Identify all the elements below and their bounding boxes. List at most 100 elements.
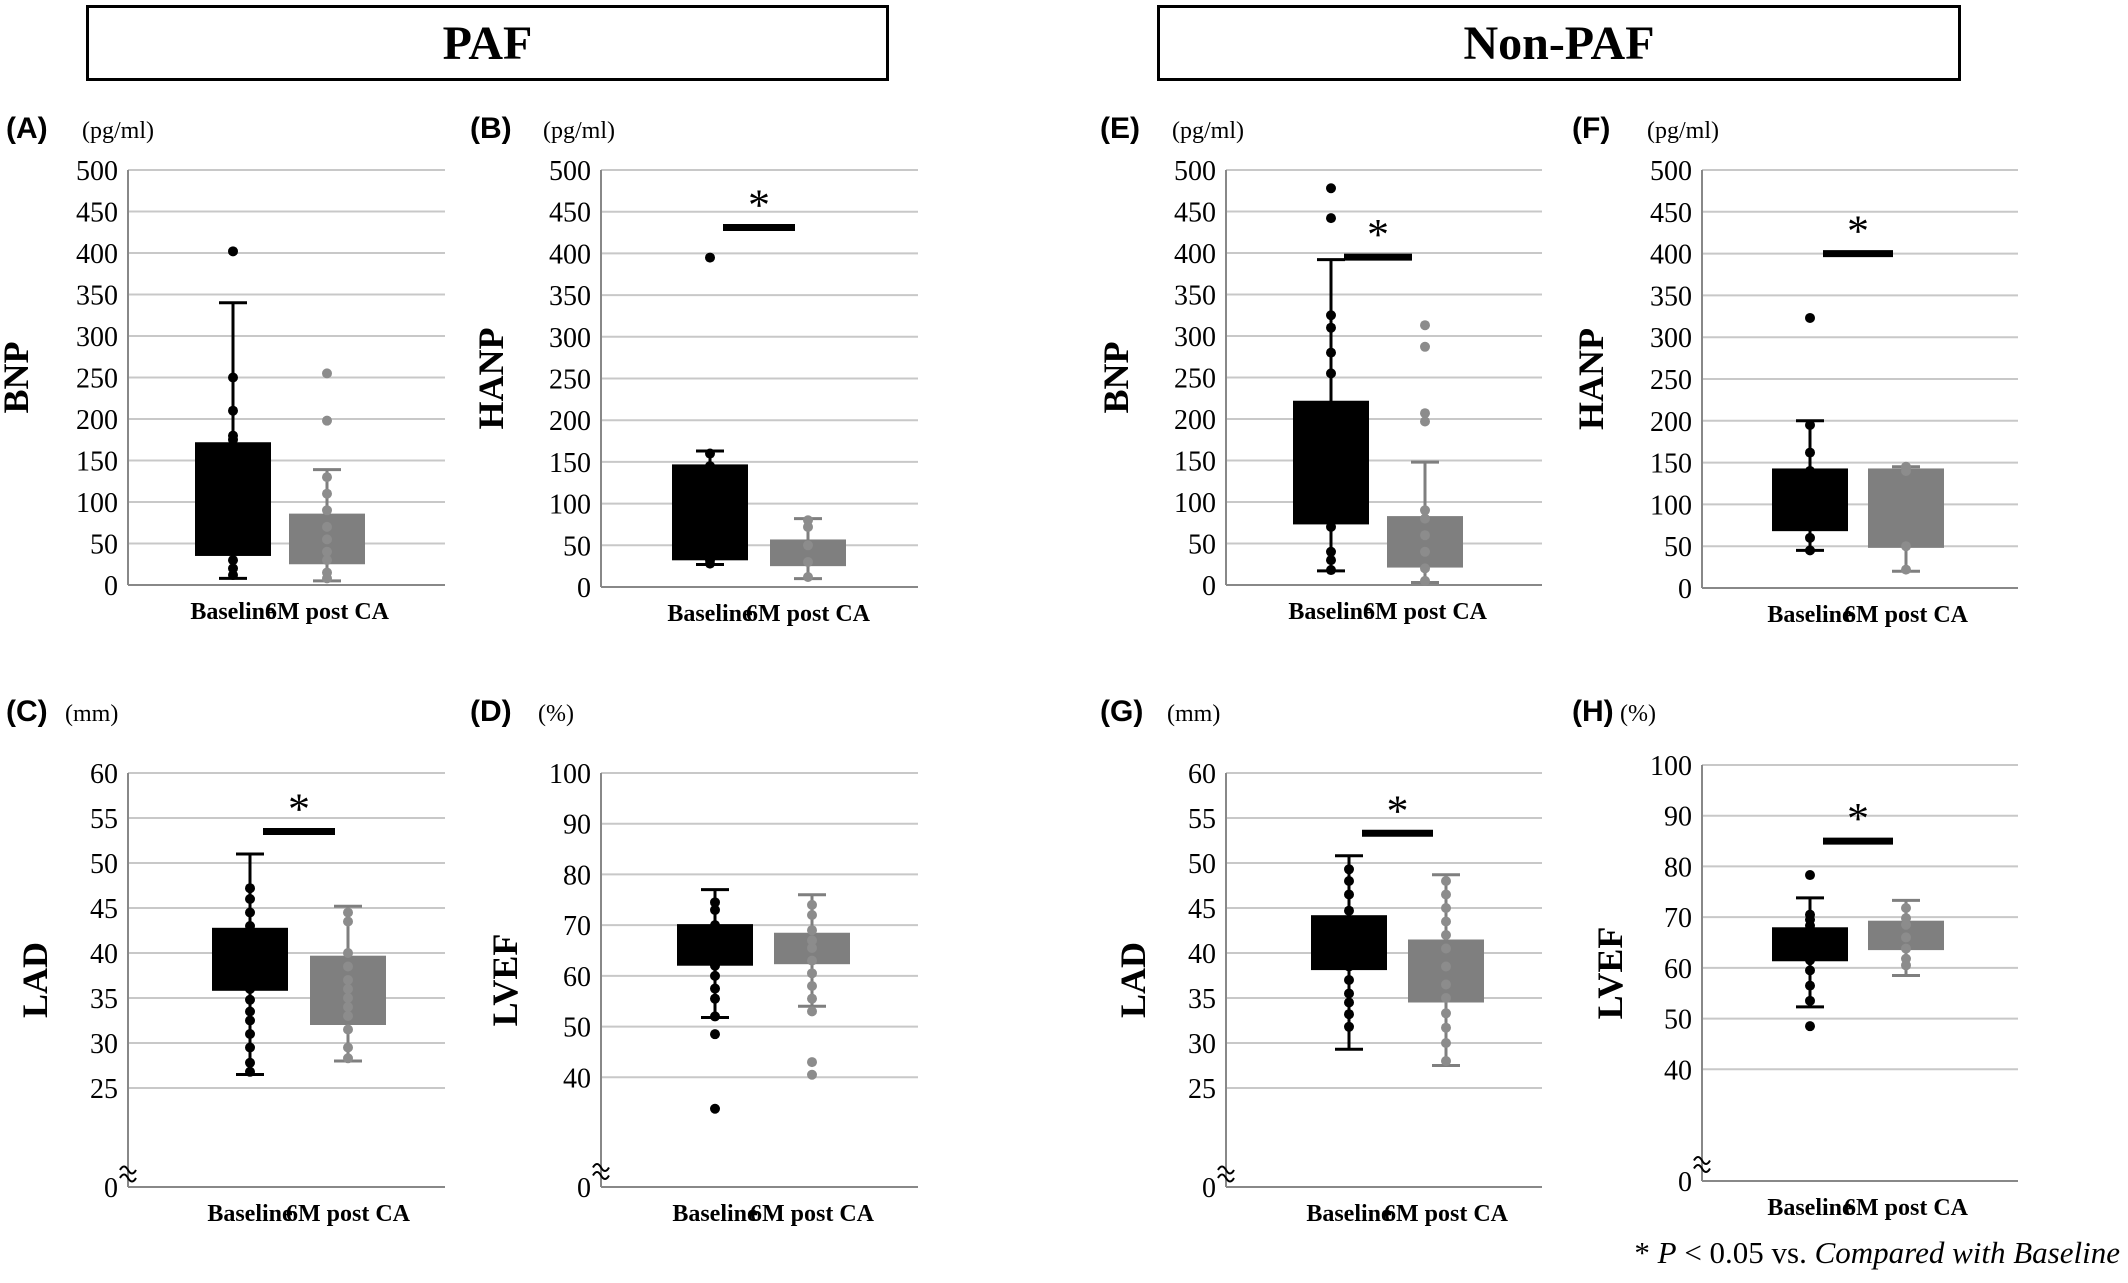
panel-g-ytick-label: 60: [1188, 759, 1216, 790]
panel-e-post-point: [1420, 575, 1430, 586]
panel-e-post-point: [1420, 408, 1430, 419]
panel-e-baseline-point: [1326, 322, 1336, 333]
panel-g-baseline-point: [1344, 988, 1354, 999]
panel-b-post-point: [803, 556, 813, 567]
panel-h-ytick-label: 90: [1664, 802, 1692, 833]
panel-c-post-point: [343, 1042, 353, 1053]
panel-b-ytick-label: 50: [563, 531, 591, 562]
panel-e-xtick-label: Baseline: [1288, 599, 1374, 625]
panel-g-unit: (mm): [1167, 701, 1220, 727]
panel-d-baseline-point: [710, 1029, 720, 1040]
panel-f-ytick-label: 100: [1650, 490, 1692, 521]
panel-c-post-point: [343, 975, 353, 985]
panel-a-post-point: [322, 505, 332, 516]
panel-c-ytick-label: 35: [90, 984, 118, 1015]
panel-c-baseline-point: [245, 1015, 255, 1026]
panel-b-letter: (B): [470, 112, 512, 145]
panel-e-post-point: [1420, 505, 1430, 516]
panel-c-unit: (mm): [65, 701, 118, 727]
panel-h-ytick-label: 60: [1664, 954, 1692, 985]
panel-a-xtick-label: 6M post CA: [265, 599, 390, 625]
panel-b-ytick-label: 250: [549, 365, 591, 396]
panel-c-baseline-point: [245, 984, 255, 994]
panel-h-unit: (%): [1620, 701, 1656, 727]
panel-e-ytick-label: 250: [1174, 364, 1216, 395]
panel-h-axis-break-icon: [1693, 1156, 1711, 1173]
panel-c-baseline-point: [245, 939, 255, 949]
panel-d-baseline-point: [710, 930, 720, 941]
panel-h-significance-star: *: [1847, 794, 1869, 843]
panel-e-ytick-label: 500: [1174, 156, 1216, 187]
panel-a-ytick-label: 100: [76, 488, 118, 519]
panel-f-ytick-label: 200: [1650, 407, 1692, 438]
panel-e-baseline-point: [1326, 347, 1336, 358]
panel-d-post-point: [807, 1057, 817, 1068]
panel-g-xtick-label: Baseline: [1306, 1201, 1392, 1227]
panel-h-baseline-point: [1805, 920, 1815, 931]
panel-b-ytick-label: 200: [549, 406, 591, 437]
panel-b-ytick-label: 150: [549, 448, 591, 479]
panel-d-post-point: [807, 955, 817, 966]
panel-d-post-point: [807, 993, 817, 1004]
panel-h-post-point: [1901, 960, 1911, 971]
panel-h-ytick-label: 40: [1664, 1055, 1692, 1086]
panel-b-ytick-label: 400: [549, 239, 591, 270]
panel-b-ytick-label: 0: [577, 573, 591, 604]
panel-e-ytick-label: 400: [1174, 239, 1216, 270]
panel-f-baseline-point: [1805, 545, 1815, 556]
panel-g-baseline-point: [1344, 864, 1354, 875]
panel-d-ytick-label: 60: [563, 962, 591, 993]
panel-d-ytick-label: 70: [563, 911, 591, 942]
panel-e-post-box: [1387, 516, 1463, 568]
panel-h-baseline-point: [1805, 955, 1815, 966]
panel-g-ytick-label: 50: [1188, 849, 1216, 880]
panel-c-baseline-point: [245, 1006, 255, 1017]
panel-d-baseline-point: [710, 993, 720, 1004]
panel-b-ytick-label: 450: [549, 198, 591, 229]
panel-f-ytick-label: 450: [1650, 198, 1692, 229]
panel-e-baseline-point: [1326, 497, 1336, 507]
panel-b-unit: (pg/ml): [543, 118, 615, 144]
panel-g-post-point: [1441, 943, 1451, 954]
panel-h-post-point: [1901, 919, 1911, 930]
significance-footnote: * P < 0.05 vs. Compared with Baseline: [1634, 1235, 2120, 1271]
panel-a-post-point: [322, 546, 332, 557]
panel-f-ytick-label: 50: [1664, 532, 1692, 563]
panel-c-post-point: [343, 984, 353, 994]
panel-h-baseline-point: [1805, 995, 1815, 1006]
panel-g-baseline-point: [1344, 997, 1354, 1008]
panel-h-post-point: [1901, 932, 1911, 943]
panel-g-post-point: [1441, 1022, 1451, 1033]
panel-d-baseline-point: [710, 1103, 720, 1114]
panel-a-ytick-label: 350: [76, 281, 118, 312]
panel-e-baseline-point: [1326, 183, 1336, 194]
panel-h-baseline-point: [1805, 1021, 1815, 1032]
panel-a-baseline-point: [228, 434, 238, 445]
panel-d-ytick-label: 100: [549, 759, 591, 790]
panel-e-baseline-point: [1326, 213, 1336, 224]
panel-g-baseline-point: [1344, 948, 1354, 958]
panel-d-post-point: [807, 910, 817, 920]
panel-g-post-point: [1441, 876, 1451, 886]
panel-g-baseline-point: [1344, 961, 1354, 972]
panel-e-ytick-label: 150: [1174, 447, 1216, 478]
panel-b-significance-star: *: [748, 181, 770, 230]
panel-c-baseline-point: [245, 1057, 255, 1068]
panel-d-ytick-zero: 0: [577, 1173, 591, 1204]
panel-c-ytick-label: 60: [90, 759, 118, 790]
panel-c-baseline-point: [245, 921, 255, 931]
panel-d-xtick-label: Baseline: [672, 1201, 758, 1227]
panel-a-post-point: [322, 555, 332, 566]
panel-e-ytick-label: 350: [1174, 281, 1216, 312]
panel-c-post-point: [343, 1024, 353, 1035]
panel-c-baseline-point: [245, 894, 255, 904]
footnote-text: < 0.05 vs.: [1676, 1235, 1815, 1270]
panel-c-ylabel: LAD: [15, 942, 55, 1018]
panel-e-ytick-label: 0: [1202, 571, 1216, 602]
panel-e-post-point: [1420, 341, 1430, 352]
panel-a-ytick-label: 50: [90, 530, 118, 561]
panel-g-baseline-point: [1344, 921, 1354, 931]
panel-e-baseline-point: [1326, 310, 1336, 321]
panel-h-baseline-point: [1805, 932, 1815, 943]
